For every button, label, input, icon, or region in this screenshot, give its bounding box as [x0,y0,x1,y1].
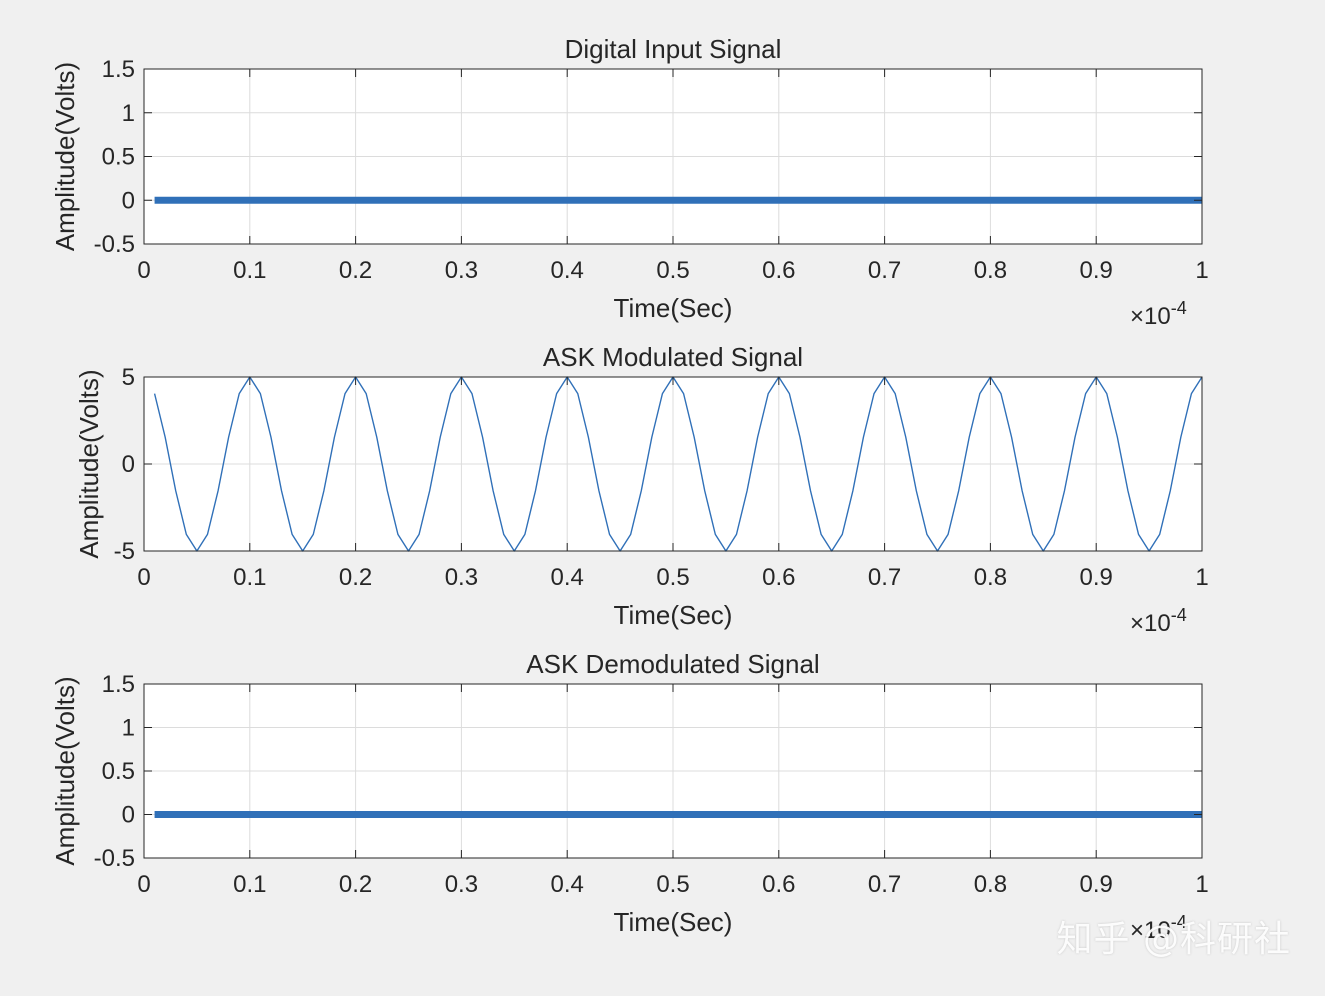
x-axis-label: Time(Sec) [614,600,733,630]
y-tick-label: 0 [122,187,135,214]
y-tick-label: 1.5 [102,671,135,698]
x-exponent-base: ×10 [1130,303,1171,330]
x-exponent-base: ×10 [1130,610,1171,637]
x-exponent-power: -4 [1171,298,1187,318]
chart-title: ASK Modulated Signal [543,342,803,372]
x-tick-label: 0.5 [656,257,689,284]
x-tick-label: 0.1 [233,564,266,591]
x-tick-label: 0.5 [656,871,689,898]
x-tick-label: 0.6 [762,871,795,898]
watermark: 知乎 @科研社 [1056,919,1291,960]
x-tick-label: 1 [1195,871,1208,898]
chart-title: ASK Demodulated Signal [526,649,819,679]
x-tick-label: 0.8 [974,871,1007,898]
x-tick-label: 1 [1195,257,1208,284]
x-exponent-power: -4 [1171,912,1187,932]
x-tick-label: 0.2 [339,257,372,284]
x-tick-label: 0.4 [551,564,584,591]
x-exponent-label: ×10-4 [1130,298,1187,330]
y-tick-label: 0 [122,802,135,829]
x-exponent-power: -4 [1171,605,1187,625]
y-axis-label: Amplitude(Volts) [50,676,80,865]
subplot-1: 0 0.1 0.2 0.3 0.4 0.5 0.6 0.7 0.8 0.9 1-0.500.511.… [50,34,1209,330]
y-tick-label: 1 [122,715,135,742]
x-tick-label: 1 [1195,564,1208,591]
x-tick-label: 0.3 [445,564,478,591]
x-exponent-label: ×10-4 [1130,912,1187,944]
x-tick-label: 0.4 [551,871,584,898]
x-tick-label: 0.7 [868,564,901,591]
y-tick-label: 1 [122,100,135,127]
y-tick-label: -0.5 [94,231,135,258]
x-exponent-base: ×10 [1130,917,1171,944]
x-tick-label: 0.7 [868,257,901,284]
y-tick-label: 0.5 [102,144,135,171]
y-axis-label: Amplitude(Volts) [50,62,80,251]
y-tick-label: -5 [114,538,135,565]
x-tick-label: 0 [137,257,150,284]
x-exponent-label: ×10-4 [1130,605,1187,637]
y-tick-label: -0.5 [94,845,135,872]
x-axis-label: Time(Sec) [614,293,733,323]
y-tick-label: 0 [122,451,135,478]
y-tick-label: 0.5 [102,758,135,785]
y-tick-label: 5 [122,364,135,391]
x-tick-label: 0.1 [233,871,266,898]
y-axis-label: Amplitude(Volts) [74,369,104,558]
x-tick-label: 0.2 [339,871,372,898]
y-tick-label: 1.5 [102,56,135,83]
x-tick-label: 0.1 [233,257,266,284]
x-tick-label: 0.9 [1080,257,1113,284]
x-tick-label: 0.8 [974,564,1007,591]
x-axis-label: Time(Sec) [614,907,733,937]
subplot-3: 0 0.1 0.2 0.3 0.4 0.5 0.6 0.7 0.8 0.9 1-0.500.511.… [50,649,1209,944]
x-tick-label: 0.3 [445,871,478,898]
x-tick-label: 0.3 [445,257,478,284]
x-tick-label: 0.4 [551,257,584,284]
chart-title: Digital Input Signal [565,34,782,64]
x-tick-label: 0.9 [1080,564,1113,591]
series-line [153,376,1203,552]
x-tick-label: 0.9 [1080,871,1113,898]
x-tick-label: 0 [137,564,150,591]
x-tick-label: 0.5 [656,564,689,591]
x-tick-label: 0.6 [762,564,795,591]
x-tick-label: 0.7 [868,871,901,898]
x-tick-label: 0 [137,871,150,898]
x-tick-label: 0.6 [762,257,795,284]
x-tick-label: 0.2 [339,564,372,591]
x-tick-label: 0.8 [974,257,1007,284]
